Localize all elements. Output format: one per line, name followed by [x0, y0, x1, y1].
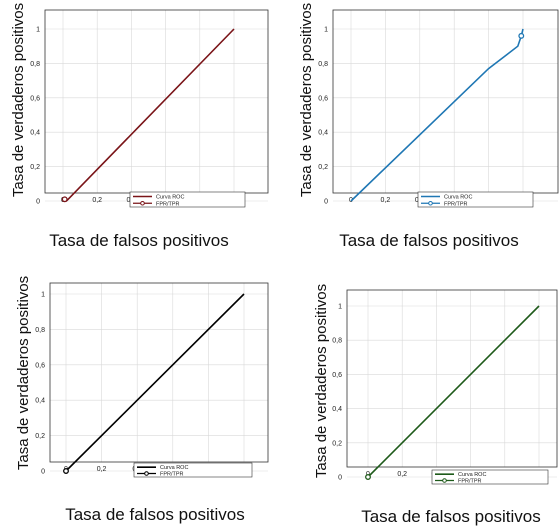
legend-box [431, 469, 549, 485]
y-tick-label: 0,2 [30, 164, 40, 171]
y-axis-label: Tasa de verdaderos positivos [298, 3, 315, 197]
y-tick-label: 0,6 [35, 362, 45, 369]
y-tick-label: 0,4 [318, 130, 328, 137]
y-tick-label: 0,8 [30, 61, 40, 68]
y-tick-label: 0 [338, 475, 342, 482]
y-tick-label: 1 [36, 27, 40, 34]
fpr-tpr-point [63, 468, 69, 474]
x-axis-label: Tasa de falsos positivos [339, 231, 519, 250]
plot-frame [49, 282, 269, 463]
y-tick-label: 0,4 [30, 130, 40, 137]
legend-label-curve: Curva ROC [156, 195, 184, 201]
legend-label-curve: Curva ROC [444, 195, 472, 201]
y-axis-label: Tasa de verdaderos positivos [10, 3, 27, 197]
y-tick-label: 0,2 [35, 433, 45, 440]
roc-curve-line [65, 293, 245, 472]
roc-curve-line [63, 28, 235, 202]
y-tick-label: 1 [338, 304, 342, 311]
legend-swatch-marker [144, 471, 149, 476]
y-tick-label: 0 [324, 199, 328, 206]
legend-box [133, 462, 253, 478]
plot-frame [44, 9, 269, 194]
y-axis-label: Tasa de verdaderos positivos [313, 284, 330, 478]
x-tick-label: 0,2 [92, 197, 102, 204]
y-tick-label: 0,6 [30, 95, 40, 102]
x-axis-label: Tasa de falsos positivos [49, 231, 229, 250]
legend-label-curve: Curva ROC [458, 472, 486, 478]
x-tick-label: 0,2 [381, 197, 391, 204]
legend-label-marker: FPR/TPR [160, 472, 184, 478]
y-tick-label: 0,4 [35, 398, 45, 405]
legend-swatch-marker [140, 200, 145, 206]
y-tick-label: 0,8 [332, 338, 342, 345]
y-tick-label: 1 [41, 292, 45, 299]
x-tick-label: 0,2 [397, 471, 407, 478]
roc-curve-line [350, 28, 524, 202]
x-axis-label: Tasa de falsos positivos [65, 505, 245, 524]
fpr-tpr-point [518, 32, 525, 39]
y-tick-label: 0,6 [332, 372, 342, 379]
legend-label-marker: FPR/TPR [458, 479, 482, 485]
fpr-tpr-point [61, 196, 68, 203]
y-tick-label: 0,2 [332, 440, 342, 447]
legend-label-marker: FPR/TPR [444, 201, 468, 207]
y-tick-label: 0 [41, 469, 45, 476]
y-tick-label: 0,8 [318, 61, 328, 68]
y-tick-label: 0,2 [318, 164, 328, 171]
legend-label-curve: Curva ROC [160, 465, 188, 471]
y-tick-label: 0,4 [332, 406, 342, 413]
legend-label-marker: FPR/TPR [156, 201, 180, 207]
legend-swatch-marker [442, 478, 447, 483]
y-axis-label: Tasa de verdaderos positivos [15, 276, 32, 470]
legend-swatch-marker [428, 200, 433, 206]
x-axis-label: Tasa de falsos positivos [361, 507, 541, 526]
legend-box [129, 191, 246, 208]
roc-curve-line [367, 305, 540, 478]
plot-frame [346, 289, 558, 468]
y-tick-label: 1 [324, 27, 328, 34]
plot-frame [332, 9, 559, 194]
x-tick-label: 0,2 [97, 466, 107, 473]
legend-box [417, 191, 534, 208]
y-tick-label: 0 [36, 199, 40, 206]
y-tick-label: 0,6 [318, 95, 328, 102]
fpr-tpr-point [365, 474, 371, 480]
y-tick-label: 0,8 [35, 327, 45, 334]
